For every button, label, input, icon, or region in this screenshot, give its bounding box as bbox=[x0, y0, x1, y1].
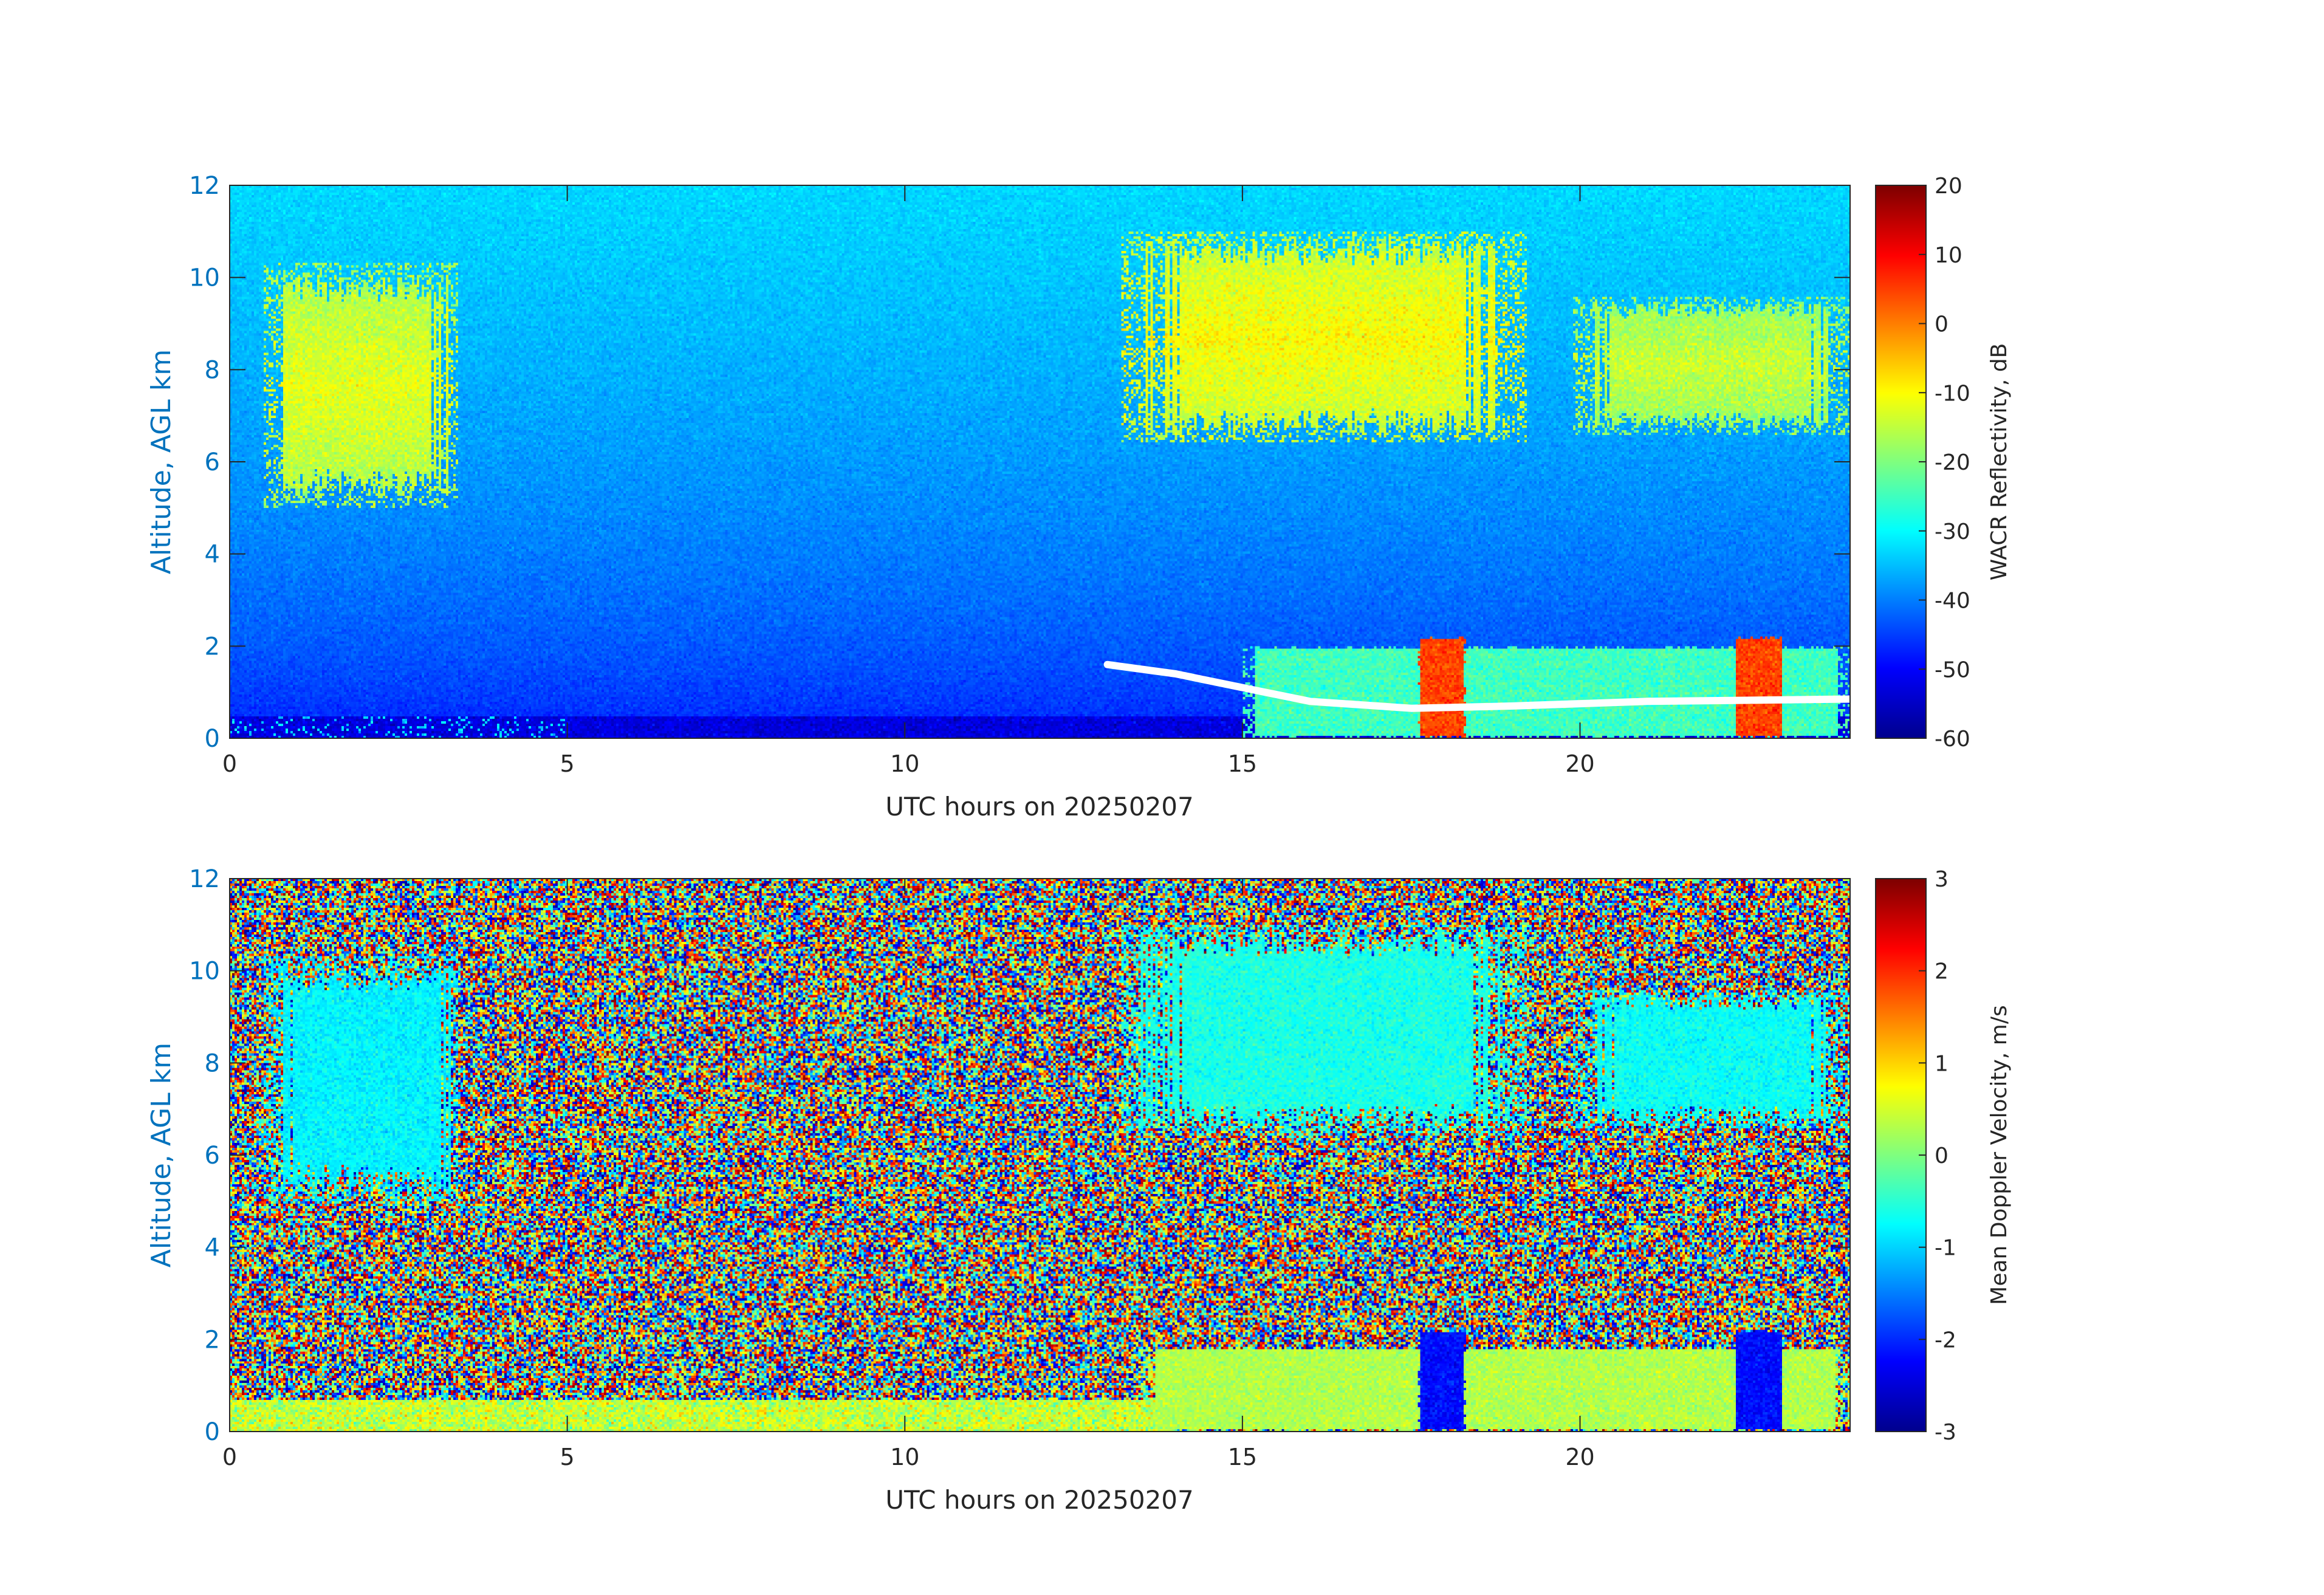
x-axis-label: UTC hours on 20250207 bbox=[885, 792, 1194, 822]
reflectivity-colorbar bbox=[1876, 185, 1926, 738]
x-tick-label: 0 bbox=[222, 750, 237, 777]
y-tick-label: 10 bbox=[189, 264, 220, 292]
velocity-colorbar bbox=[1876, 879, 1926, 1432]
x-tick-label: 5 bbox=[560, 1444, 575, 1470]
x-tick-label: 15 bbox=[1228, 750, 1257, 777]
x-tick-label: 0 bbox=[222, 1444, 237, 1470]
white-line bbox=[1103, 660, 1854, 712]
colorbar-tick-label: -1 bbox=[1935, 1236, 1956, 1261]
velocity-colorbar-ticks: 3 2 1 0 -1 -2 -3 bbox=[1919, 867, 1956, 1445]
velocity-axes: 0 5 10 15 20 0 2 4 6 8 10 12 bbox=[189, 865, 1851, 1470]
colorbar-tick-label: -60 bbox=[1935, 727, 1970, 752]
y-tick-label: 2 bbox=[205, 633, 220, 660]
reflectivity-heatmap bbox=[230, 185, 1850, 738]
y-tick-label: 2 bbox=[205, 1326, 220, 1354]
y-tick-label: 12 bbox=[189, 865, 220, 893]
y-axis-label: Altitude, AGL km bbox=[146, 349, 177, 574]
y-tick-label: 8 bbox=[205, 356, 220, 384]
colorbar-tick-label: 20 bbox=[1935, 174, 1962, 199]
x-axis-label: UTC hours on 20250207 bbox=[885, 1485, 1194, 1515]
colorbar-tick-label: 0 bbox=[1935, 312, 1949, 337]
colorbar-tick-label: 2 bbox=[1935, 959, 1949, 984]
x-tick-label: 20 bbox=[1565, 1444, 1594, 1470]
colorbar-tick-label: -10 bbox=[1935, 381, 1970, 406]
x-tick-label: 5 bbox=[560, 750, 575, 777]
colorbar-tick-label: -30 bbox=[1935, 520, 1970, 544]
colorbar-tick-label: 1 bbox=[1935, 1051, 1949, 1076]
y-tick-label: 10 bbox=[189, 958, 220, 986]
x-tick-label: 10 bbox=[890, 1444, 919, 1470]
x-tick-label: 20 bbox=[1565, 750, 1594, 777]
colorbar-tick-label: -2 bbox=[1935, 1328, 1956, 1353]
y-tick-label: 0 bbox=[205, 1418, 220, 1446]
y-tick-label: 6 bbox=[205, 448, 220, 476]
y-tick-label: 6 bbox=[205, 1142, 220, 1170]
colorbar-tick-label: 3 bbox=[1935, 867, 1949, 892]
colorbar-tick-label: -40 bbox=[1935, 589, 1970, 614]
y-axis-label: Altitude, AGL km bbox=[146, 1043, 177, 1267]
y-tick-label: 4 bbox=[205, 1234, 220, 1262]
velocity-heatmap bbox=[230, 879, 1850, 1432]
y-tick-label: 4 bbox=[205, 541, 220, 569]
x-tick-label: 15 bbox=[1228, 1444, 1257, 1470]
colorbar-label: WACR Reflectivity, dB bbox=[1987, 343, 2012, 581]
colorbar-tick-label: 0 bbox=[1935, 1144, 1949, 1168]
y-tick-label: 0 bbox=[205, 725, 220, 753]
y-tick-label: 12 bbox=[189, 172, 220, 200]
colorbar-tick-label: -50 bbox=[1935, 657, 1970, 682]
reflectivity-colorbar-ticks: 20 10 0 -10 -20 -30 -40 -50 -60 bbox=[1919, 174, 1970, 752]
colorbar-tick-label: -20 bbox=[1935, 450, 1970, 475]
reflectivity-axes: 0 5 10 15 20 0 2 4 6 8 10 12 bbox=[189, 172, 1851, 777]
colorbar-tick-label: -3 bbox=[1935, 1420, 1956, 1445]
y-tick-label: 8 bbox=[205, 1049, 220, 1077]
x-tick-label: 10 bbox=[890, 750, 919, 777]
colorbar-tick-label: 10 bbox=[1935, 243, 1962, 268]
colorbar-label: Mean Doppler Velocity, m/s bbox=[1987, 1005, 2012, 1305]
